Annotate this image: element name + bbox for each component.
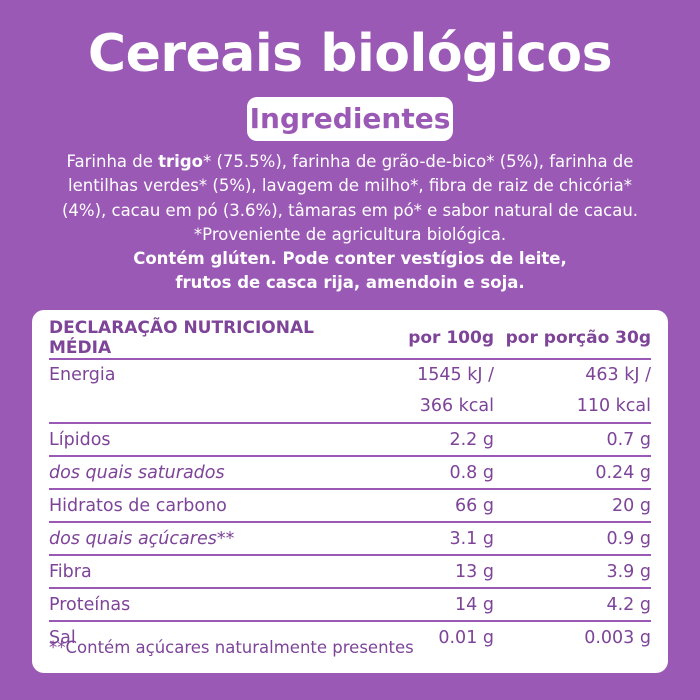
table-row: dos quais saturados 0.8 g 0.24 g: [49, 456, 651, 489]
table-header-row: DECLARAÇÃO NUTRICIONAL MÉDIA por 100g po…: [49, 318, 651, 359]
row-per-100g: 2.2 g: [449, 429, 494, 450]
energy-per-portion: 463 kJ / 110 kcal: [494, 359, 651, 423]
ingredients-badge: Ingredientes: [247, 97, 453, 141]
ingredients-text-part1: Farinha de: [66, 152, 159, 171]
energy-per-100g-kcal: 366 kcal: [419, 396, 494, 416]
header-per-100g: por 100g: [408, 328, 494, 348]
row-label: Lípidos: [49, 429, 111, 450]
row-label: Hidratos de carbono: [49, 495, 227, 516]
footnote: **Contém açúcares naturalmente presentes: [49, 638, 414, 657]
header-per-portion: por porção 30g: [505, 328, 651, 348]
allergen-warning-line1: Contém glúten. Pode conter vestígios de …: [133, 249, 567, 269]
table-row-energy: Energia 1545 kJ / 366 kcal 463 kJ / 110 …: [49, 359, 651, 423]
row-per-portion: 0.9 g: [606, 528, 651, 549]
row-label: Sal: [49, 627, 76, 648]
row-per-portion: 0.003 g: [584, 627, 651, 648]
row-per-portion: 20 g: [612, 495, 651, 516]
energy-per-portion-kj: 463 kJ /: [585, 365, 651, 385]
row-per-100g: 3.1 g: [449, 528, 494, 549]
table-row: Fibra 13 g 3.9 g: [49, 555, 651, 588]
ingredients-text-part2: * (75.5%), farinha de grão-de-bico* (5%)…: [61, 152, 639, 244]
row-label: Energia: [49, 365, 116, 385]
row-label: Proteínas: [49, 594, 131, 615]
row-per-100g: 66 g: [455, 495, 494, 516]
allergen-highlight: trigo: [158, 152, 203, 171]
nutrition-table: DECLARAÇÃO NUTRICIONAL MÉDIA por 100g po…: [49, 318, 651, 653]
row-per-portion: 0.24 g: [595, 462, 651, 483]
energy-per-100g: 1545 kJ / 366 kcal: [379, 359, 494, 423]
table-row: Sal 0.01 g 0.003 g: [49, 621, 651, 653]
table-row: Lípidos 2.2 g 0.7 g: [49, 423, 651, 456]
row-label: dos quais açúcares**: [49, 528, 235, 549]
table-row: Proteínas 14 g 4.2 g: [49, 588, 651, 621]
row-per-portion: 4.2 g: [606, 594, 651, 615]
ingredients-text: Farinha de trigo* (75.5%), farinha de gr…: [60, 150, 640, 296]
row-per-100g: 0.01 g: [438, 627, 494, 648]
row-per-100g: 14 g: [455, 594, 494, 615]
nutrition-panel: DECLARAÇÃO NUTRICIONAL MÉDIA por 100g po…: [32, 310, 668, 673]
row-per-portion: 3.9 g: [606, 561, 651, 582]
row-per-100g: 13 g: [455, 561, 494, 582]
page-title: Cereais biológicos: [87, 24, 613, 84]
table-row: Hidratos de carbono 66 g 20 g: [49, 489, 651, 522]
header-declaration: DECLARAÇÃO NUTRICIONAL MÉDIA: [49, 318, 314, 358]
table-row: dos quais açúcares** 3.1 g 0.9 g: [49, 522, 651, 555]
row-label: Fibra: [49, 561, 92, 582]
energy-per-100g-kj: 1545 kJ /: [417, 365, 494, 385]
allergen-warning-line2: frutos de casca rija, amendoin e soja.: [175, 273, 525, 293]
row-per-100g: 0.8 g: [449, 462, 494, 483]
row-label: dos quais saturados: [49, 462, 225, 483]
row-per-portion: 0.7 g: [606, 429, 651, 450]
energy-per-portion-kcal: 110 kcal: [576, 396, 651, 416]
